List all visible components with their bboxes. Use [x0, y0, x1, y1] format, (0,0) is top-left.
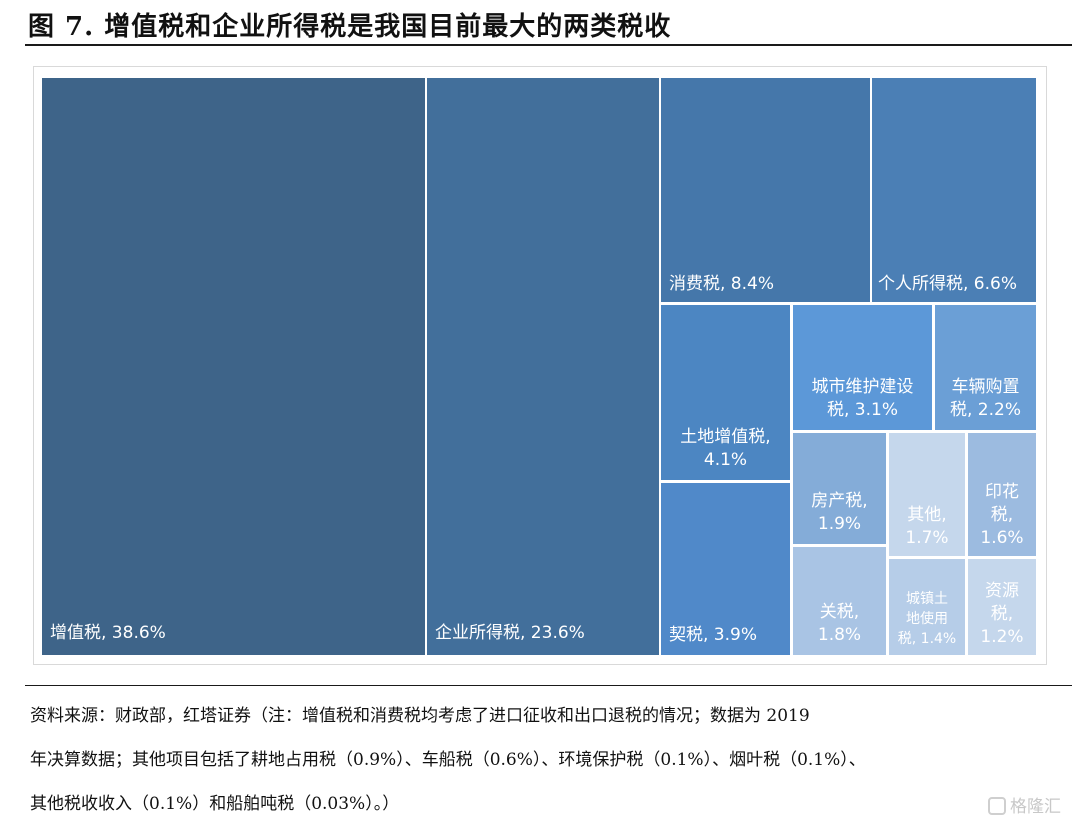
- treemap-tile-urban: 城市维护建设 税, 3.1%: [793, 305, 932, 430]
- tile-label-resource-line2: 税,: [990, 604, 1014, 624]
- figure-title: 图 7. 增值税和企业所得税是我国目前最大的两类税收: [28, 12, 672, 42]
- treemap-tile-landuse: 城镇土 地使用 税, 1.4%: [889, 559, 965, 655]
- source-note: 资料来源：财政部，红塔证券（注：增值税和消费税均考虑了进口征收和出口退税的情况；…: [30, 694, 1060, 826]
- tile-label-stamp-line1: 印花: [985, 482, 1019, 502]
- watermark: 格隆汇: [988, 792, 1061, 817]
- source-rule: [25, 685, 1072, 686]
- tile-label-resource-line3: 1.2%: [980, 627, 1024, 647]
- title-rule: [25, 44, 1072, 46]
- treemap-tile-resource: 资源 税, 1.2%: [968, 559, 1036, 655]
- tile-label-landuse-line2: 地使用: [906, 611, 948, 627]
- watermark-logo-icon: [988, 797, 1006, 815]
- treemap-tile-vehicle: 车辆购置 税, 2.2%: [935, 305, 1036, 430]
- source-note-line1: 资料来源：财政部，红塔证券（注：增值税和消费税均考虑了进口征收和出口退税的情况；…: [30, 706, 810, 726]
- treemap-tile-vat: 增值税, 38.6%: [42, 78, 425, 655]
- treemap-tile-stamp: 印花 税, 1.6%: [968, 433, 1036, 556]
- treemap-plot-area: 增值税, 38.6% 企业所得税, 23.6% 消费税, 8.4% 个人所得税,…: [33, 66, 1047, 665]
- treemap-tile-customs: 关税, 1.8%: [793, 547, 886, 655]
- source-note-line3: 其他税收收入（0.1%）和船舶吨税（0.03%）。）: [30, 794, 400, 814]
- tile-label-urban-line2: 税, 3.1%: [827, 400, 898, 420]
- source-note-line2: 年决算数据；其他项目包括了耕地占用税（0.9%）、车船税（0.6%）、环境保护税…: [30, 750, 866, 770]
- tile-label-stamp-line3: 1.6%: [980, 528, 1024, 548]
- tile-label-other-line2: 1.7%: [905, 528, 949, 548]
- treemap-tile-cit: 企业所得税, 23.6%: [427, 78, 659, 655]
- tile-label-stamp-line2: 税,: [990, 505, 1014, 525]
- tile-label-other-line1: 其他,: [907, 505, 947, 525]
- tile-label-landvat-line2: 4.1%: [703, 450, 748, 470]
- tile-label-deed-line1: 契税, 3.9%: [669, 625, 757, 645]
- tile-label-landuse-line3: 税, 1.4%: [897, 631, 957, 647]
- tile-label-customs-line2: 1.8%: [817, 625, 862, 645]
- tile-label-resource-line1: 资源: [985, 581, 1019, 601]
- treemap-tile-other: 其他, 1.7%: [889, 433, 965, 556]
- treemap-tile-landvat: 土地增值税, 4.1%: [661, 305, 790, 480]
- tile-label-vat-line1: 增值税, 38.6%: [50, 623, 166, 643]
- tile-label-urban-line1: 城市维护建设: [811, 377, 914, 397]
- treemap-tile-property: 房产税, 1.9%: [793, 433, 886, 544]
- tile-label-cit-line1: 企业所得税, 23.6%: [435, 623, 585, 643]
- tile-label-vehicle-line2: 税, 2.2%: [950, 400, 1021, 420]
- tile-label-landuse-line1: 城镇土: [906, 591, 948, 607]
- tile-label-landvat-line1: 土地增值税,: [680, 427, 771, 447]
- tile-label-customs-line1: 关税,: [819, 602, 860, 622]
- treemap-tile-pit: 个人所得税, 6.6%: [872, 78, 1036, 302]
- watermark-text: 格隆汇: [1010, 797, 1061, 817]
- tile-label-consumption-line1: 消费税, 8.4%: [669, 274, 774, 294]
- tile-label-vehicle-line1: 车辆购置: [951, 377, 1020, 397]
- tile-label-pit-line1: 个人所得税, 6.6%: [878, 274, 1017, 294]
- tile-label-property-line1: 房产税,: [811, 491, 868, 511]
- tile-label-property-line2: 1.9%: [817, 514, 862, 534]
- treemap-tile-consumption: 消费税, 8.4%: [661, 78, 870, 302]
- treemap-tile-deed: 契税, 3.9%: [661, 483, 790, 655]
